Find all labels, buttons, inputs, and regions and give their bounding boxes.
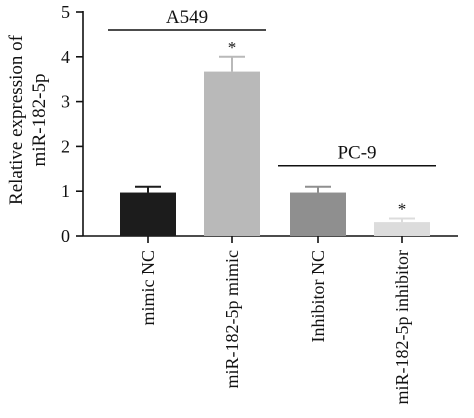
x-tick-label: miR-182-5p mimic bbox=[222, 250, 242, 389]
y-tick-label: 2 bbox=[61, 136, 70, 156]
y-tick-label: 3 bbox=[61, 92, 70, 112]
group-label: PC-9 bbox=[337, 143, 376, 164]
y-tick-label: 4 bbox=[61, 47, 70, 67]
y-tick-label: 0 bbox=[61, 226, 70, 246]
bar bbox=[204, 71, 260, 236]
x-tick-label: mimic NC bbox=[138, 250, 158, 326]
bars: ** bbox=[120, 38, 430, 236]
group-annotations: A549 PC-9 bbox=[108, 7, 436, 167]
group-label: A549 bbox=[166, 7, 208, 28]
y-axis-label-line-1: Relative expression of bbox=[6, 34, 27, 205]
y-axis-label-line-2: miR-182-5p bbox=[29, 74, 50, 167]
x-tick-label: Inhibitor NC bbox=[308, 250, 328, 343]
significance-star: * bbox=[228, 38, 237, 57]
bar bbox=[120, 192, 176, 236]
axes: 0 1 2 3 4 5 mimic NC miR-182-5p mimic Inhibitor … bbox=[61, 2, 458, 405]
significance-star: * bbox=[398, 200, 407, 219]
y-tick-label: 1 bbox=[61, 181, 70, 201]
bar bbox=[374, 222, 430, 236]
x-tick-label: miR-182-5p inhibitor bbox=[392, 250, 412, 405]
bar bbox=[290, 192, 346, 236]
y-axis-label: Relative expression of miR-182-5p bbox=[6, 34, 50, 205]
y-tick-label: 5 bbox=[61, 2, 70, 22]
